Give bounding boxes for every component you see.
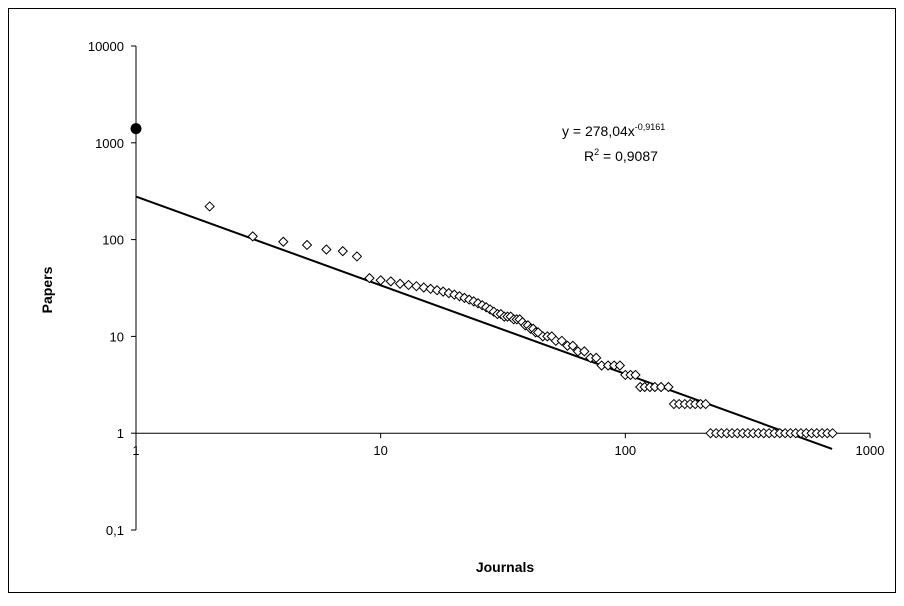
data-point <box>418 282 429 293</box>
data-point <box>204 201 215 212</box>
data-point <box>394 278 406 289</box>
data-point <box>301 239 313 251</box>
x-tick-label: 1 <box>132 443 139 458</box>
y-tick-label: 10000 <box>88 39 124 54</box>
data-point <box>567 340 579 351</box>
data-point <box>375 275 386 286</box>
trendline-equation: y = 278,04x-0,9161 <box>562 122 665 139</box>
data-point <box>556 335 568 347</box>
data-point <box>655 381 667 393</box>
data-point <box>364 272 375 284</box>
data-point <box>827 427 838 439</box>
chart-border <box>8 8 896 593</box>
data-point <box>590 352 602 364</box>
y-axis-title: Papers <box>39 266 55 313</box>
y-tick-label: 1000 <box>95 136 124 151</box>
y-tick-label: 100 <box>102 233 124 248</box>
data-point <box>385 276 397 287</box>
data-point <box>247 231 258 242</box>
data-point <box>579 346 590 357</box>
data-points <box>130 123 838 439</box>
r-squared-label: R2 = 0,9087 <box>584 147 658 164</box>
data-point <box>351 251 363 262</box>
data-point <box>700 398 711 410</box>
y-tick-label: 0,1 <box>106 523 124 538</box>
x-tick-label: 10 <box>373 443 387 458</box>
data-point <box>630 369 641 381</box>
x-axis-title: Journals <box>476 559 535 575</box>
data-point <box>337 245 348 257</box>
data-point <box>321 244 332 255</box>
data-point <box>663 381 674 393</box>
x-tick-label: 1000 <box>856 443 885 458</box>
data-point <box>278 236 289 247</box>
x-tick-label: 100 <box>614 443 636 458</box>
data-point <box>614 360 626 371</box>
y-tick-label: 1 <box>117 426 124 441</box>
y-tick-label: 10 <box>110 329 124 344</box>
outlier-point <box>130 123 142 135</box>
data-point <box>411 281 422 292</box>
data-point <box>403 279 414 291</box>
